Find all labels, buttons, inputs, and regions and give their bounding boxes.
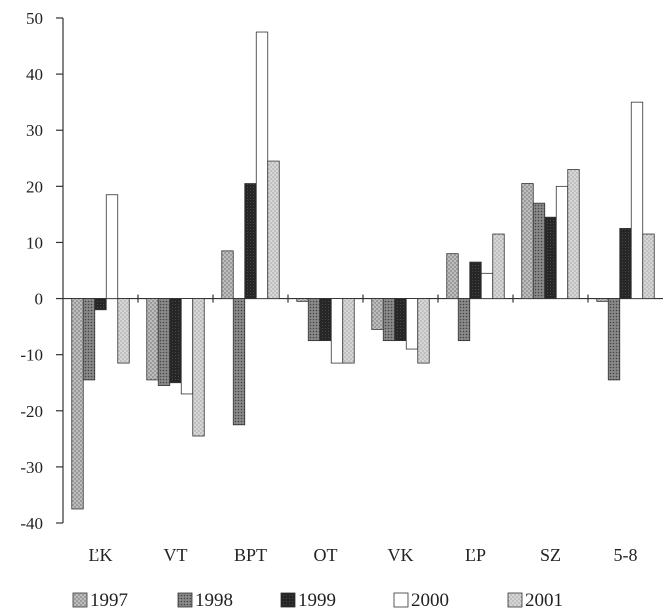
bar-1997-3 [296,298,309,302]
legend: 1997 1998 1999 2000 2001 [72,590,563,611]
bar-2001-1 [192,298,205,437]
bar-1999-4 [394,298,407,342]
legend-swatch-1998 [177,592,193,608]
y-tick-label: 30 [26,121,43,140]
bar-2001-4 [417,298,430,364]
y-tick-label: 0 [35,290,44,309]
y-tick-label: -20 [20,402,43,421]
legend-swatch-2001 [507,592,523,608]
bar-1998-6 [532,202,546,299]
bar-2001-0 [117,298,130,364]
legend-swatch-1997 [72,592,88,608]
bar-2001-7 [642,233,655,299]
bar-2000-5 [480,272,494,299]
axis-labels: 50 40 30 20 10 0 -10 -20 -30 -40 ĽK VT BPT OT VK ĽP SZ 5-… [20,9,637,565]
bar-1999-3 [319,298,332,342]
x-tick-label: OT [314,545,338,565]
legend-label-2000: 2000 [411,590,449,611]
bar-1997-6 [521,183,534,299]
bar-1997-1 [146,298,159,381]
y-tick-label: 10 [26,233,43,252]
bar-1999-7 [619,228,632,299]
bar-1999-6 [544,216,557,299]
x-tick-label: VT [164,545,188,565]
bar-2000-3 [330,298,344,364]
x-tick-label: SZ [540,545,561,565]
legend-label-1997: 1997 [90,590,128,611]
bar-1999-1 [169,298,182,384]
legend-label-1999: 1999 [298,590,336,611]
bar-1997-4 [371,298,384,330]
legend-swatch-2000 [393,592,409,608]
y-tick-label: 40 [26,65,43,84]
y-tick-label: -40 [20,514,43,533]
bar-1998-2 [232,298,246,426]
bar-1997-7 [596,298,609,302]
y-tick-label: 50 [26,9,43,28]
y-tick-label: -10 [20,346,43,365]
bar-2001-2 [267,160,280,299]
legend-swatch-1999 [280,592,296,608]
bar-1999-2 [244,183,257,299]
bar-2001-5 [492,233,505,299]
legend-label-1998: 1998 [195,590,233,611]
bar-1999-5 [469,261,482,299]
bar-2001-3 [342,298,355,364]
x-tick-label: VK [388,545,414,565]
bar-1999-0 [94,298,107,311]
bar-2000-2 [255,31,269,299]
bar-1997-0 [71,298,84,510]
bars [71,31,655,510]
bar-2000-0 [105,194,119,299]
x-tick-label: ĽK [89,545,113,565]
x-tick-label: 5-8 [614,545,638,565]
bar-1998-5 [457,298,471,342]
bar-2000-4 [405,298,419,350]
bar-1998-7 [607,298,621,381]
bar-1998-1 [157,298,171,386]
bar-2000-1 [180,298,194,395]
x-tick-label: BPT [234,545,267,565]
bar-2000-6 [555,185,569,299]
x-tick-label: ĽP [465,545,486,565]
bar-1998-3 [307,298,321,342]
bar-2001-6 [567,169,580,299]
bar-1998-4 [382,298,396,342]
bar-1997-5 [446,253,459,299]
y-tick-label: 20 [26,177,43,196]
y-tick-label: -30 [20,458,43,477]
bar-2000-7 [630,101,644,299]
bar-1997-2 [221,250,234,299]
bar-1998-0 [82,298,96,381]
legend-label-2001: 2001 [525,590,563,611]
